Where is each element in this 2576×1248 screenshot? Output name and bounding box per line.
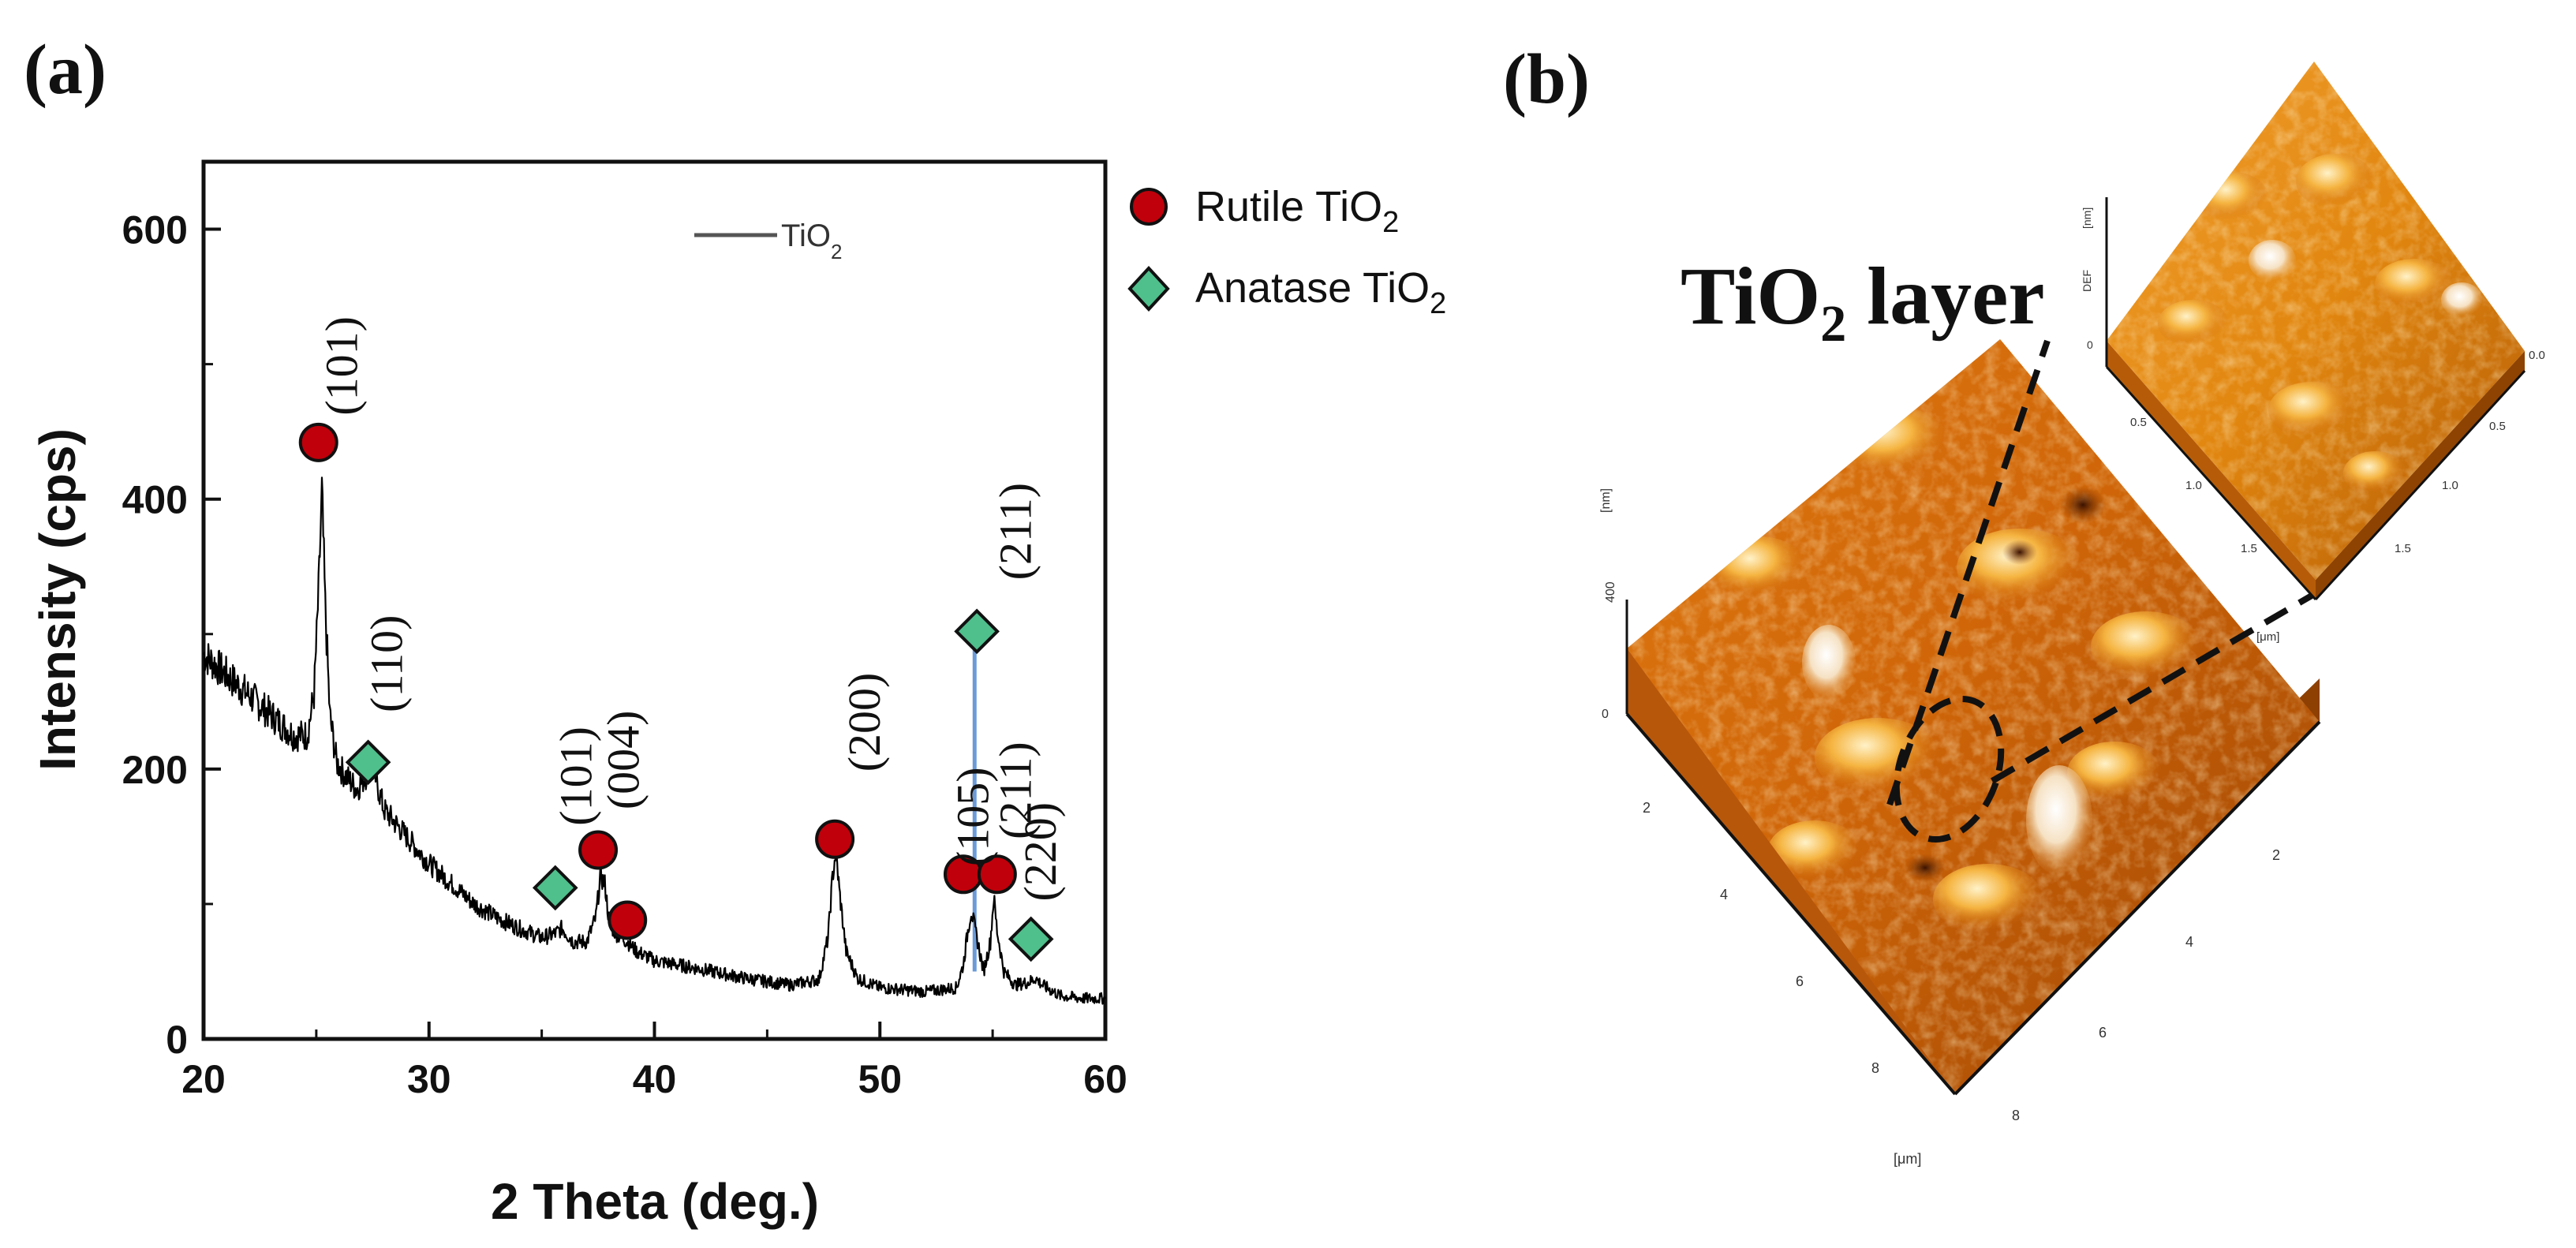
peak-index-label: (105) — [947, 767, 998, 866]
afm-inset-bump — [2375, 259, 2454, 309]
afm-bump — [1712, 536, 1807, 600]
afm-inset-tick: 1.0 — [2185, 479, 2202, 492]
x-tick-label: 50 — [858, 1057, 902, 1101]
afm-bump — [1815, 718, 1941, 797]
x-axis-label: 2 Theta (deg.) — [491, 1173, 819, 1230]
afm-z-unit: [nm] — [1599, 488, 1613, 513]
series-line-tio2 — [202, 476, 1106, 1005]
afm-inset-bump — [2268, 382, 2355, 439]
afm-inset-bump — [2343, 451, 2406, 495]
anatase-peak-marker — [532, 865, 578, 911]
anatase-peak-marker — [345, 739, 391, 786]
peak-index-label: (200) — [839, 673, 890, 772]
afm-inset-side-right — [2316, 351, 2525, 600]
afm-dark-pit — [2059, 486, 2107, 524]
plot-frame — [201, 159, 1108, 1041]
peak-index-label: (004) — [597, 711, 649, 810]
afm-white-peak — [1802, 625, 1856, 701]
afm-white-peak — [2026, 765, 2092, 876]
afm-bump — [2091, 611, 2201, 682]
afm-inset-tick: 0.5 — [2130, 416, 2147, 429]
afm-y-axis — [1625, 712, 1957, 1096]
x-tick-label: 30 — [407, 1057, 451, 1101]
peak-index-label: (110) — [361, 615, 412, 712]
peak-index-label: (101) — [316, 316, 367, 416]
peak-markers — [298, 422, 1054, 962]
afm-inset-tick: 0.0 — [2529, 349, 2545, 362]
x-tick-label: 40 — [633, 1057, 677, 1101]
rutile-peak-marker — [608, 900, 648, 940]
afm-inset-bump — [2197, 172, 2268, 222]
peak-index-label: (211) — [990, 742, 1041, 839]
series-legend-label: TiO2 — [781, 219, 842, 263]
afm-dark-pit — [1905, 854, 1946, 882]
zoom-line-upper — [1886, 339, 2051, 806]
afm-y-tick: 2 — [1643, 800, 1651, 816]
afm-x-tick: 8 — [2012, 1108, 2020, 1123]
y-tick-label: 600 — [122, 208, 188, 252]
panel-a-label: (a) — [24, 31, 107, 109]
zoom-region-ellipse — [1893, 695, 2005, 843]
afm-bump — [1838, 406, 1949, 477]
afm-inset-xy-unit: [μm] — [2256, 630, 2279, 644]
afm-dark-pit — [2002, 540, 2037, 565]
peak-index-label: (211) — [990, 483, 1041, 580]
afm-bump — [1957, 529, 2083, 607]
panel-b-label: (b) — [1503, 40, 1590, 118]
afm-xy-unit: [μm] — [1894, 1151, 1921, 1167]
afm-z-top: 400 — [1604, 581, 1617, 603]
afm-inset-z-zero: 0 — [2087, 338, 2093, 351]
afm-inset-side-left — [2107, 341, 2316, 600]
anatase-peak-marker — [1008, 916, 1054, 962]
afm-x-axis — [1953, 720, 2321, 1096]
afm-inset-x-axis — [2314, 369, 2526, 601]
afm-inset-white-peak — [2249, 240, 2296, 281]
anatase-peak-marker — [954, 608, 1000, 655]
afm-y-tick: 4 — [1720, 887, 1728, 902]
peak-index-label: (220) — [1015, 802, 1066, 902]
afm-inset-z-top: DEF — [2081, 270, 2093, 292]
rutile-peak-marker — [298, 422, 338, 462]
y-tick-label: 0 — [166, 1018, 188, 1062]
series-layer — [202, 476, 1106, 1005]
peak-labels: (101)(110)(101)(004) (200)(105)(211)(211)… — [316, 316, 1066, 902]
afm-bump — [2067, 742, 2162, 805]
afm-inset-y-axis — [2105, 365, 2317, 601]
legend-rutile-marker — [1130, 188, 1168, 226]
afm-inset-tick: 1.5 — [2241, 542, 2257, 555]
rutile-peak-marker — [815, 819, 855, 859]
afm-bump — [1933, 864, 2043, 935]
afm-inset-bump — [2296, 154, 2375, 209]
legend-anatase-marker — [1127, 266, 1170, 312]
phase-legend: Rutile TiO2 Anatase TiO2 — [1127, 183, 1446, 320]
afm-inset-tick: 1.5 — [2395, 542, 2411, 555]
rutile-peak-marker — [578, 830, 619, 870]
y-tick-label: 400 — [122, 478, 188, 522]
afm-x-tick: 6 — [2099, 1025, 2107, 1041]
afm-y-tick: 6 — [1796, 973, 1804, 989]
axis-ticks — [202, 227, 1107, 1041]
y-tick-label: 200 — [122, 748, 188, 792]
afm-x-tick: 2 — [2272, 847, 2280, 863]
afm-inset-white-peak — [2441, 282, 2482, 317]
afm-inset-tick: 0.5 — [2489, 420, 2506, 433]
afm-bump — [1767, 820, 1862, 884]
afm-inset-z-unit: [nm] — [2081, 207, 2093, 229]
legend-anatase-label: Anatase TiO2 — [1195, 264, 1446, 320]
x-tick-label: 20 — [181, 1057, 226, 1101]
afm-x-tick: 4 — [2185, 934, 2193, 950]
rutile-peak-marker — [977, 854, 1017, 895]
afm-y-tick: 8 — [1871, 1060, 1879, 1076]
afm-z-zero: 0 — [1602, 708, 1609, 721]
afm-inset-tick: 1.0 — [2442, 479, 2458, 492]
afm-layer-label: TiO2 layer — [1681, 251, 2045, 353]
x-tick-label: 60 — [1083, 1057, 1127, 1101]
y-axis-label: Intensity (cps) — [29, 428, 86, 771]
peak-index-label: (101) — [550, 727, 601, 826]
afm-inset-bump — [2158, 300, 2229, 347]
zoom-line-lower — [1990, 592, 2314, 784]
legend-rutile-label: Rutile TiO2 — [1195, 183, 1399, 239]
